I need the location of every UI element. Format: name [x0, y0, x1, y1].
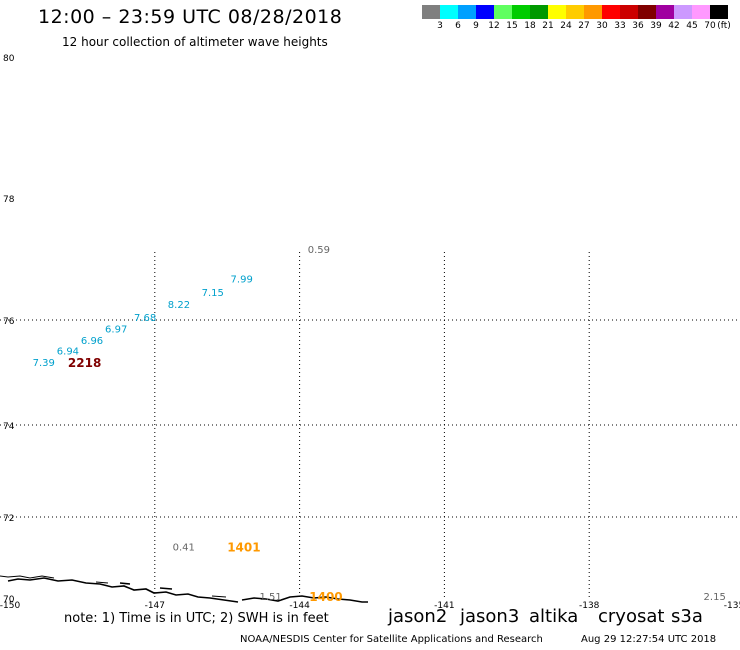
legend-label: 9: [473, 21, 479, 31]
legend-swatch: [656, 5, 674, 19]
swh-value-label: 6.94: [57, 346, 79, 357]
legend-swatch: [494, 5, 512, 19]
swh-value-label: 6.97: [105, 324, 127, 335]
legend-label: 33: [614, 21, 626, 31]
legend-swatch: [440, 5, 458, 19]
coastline: [7, 577, 368, 603]
footer-timestamp: Aug 29 12:27:54 UTC 2018: [581, 634, 717, 645]
swh-value-label: 0.59: [308, 245, 330, 256]
legend-label: 45: [686, 21, 698, 31]
satellite-cryosat: cryosat: [598, 606, 665, 627]
swh-value-label: 0.41: [173, 543, 195, 554]
legend-colorbar: [422, 5, 732, 19]
lat-tick-label: 70: [3, 595, 15, 605]
legend-label: 42: [668, 21, 680, 31]
legend-label: 21: [542, 21, 554, 31]
legend-labels: 3 6 9 12 15 18 21 24 27 30 33 36 39 42 45 70 (ft): [422, 19, 732, 33]
color-legend: 3 6 9 12 15 18 21 24 27 30 33 36 39 42 45 70 (ft): [422, 5, 732, 33]
satellite-jason2: jason2: [388, 606, 448, 627]
legend-swatch: [530, 5, 548, 19]
legend-label: 39: [650, 21, 662, 31]
legend-unit: (ft): [717, 21, 731, 31]
legend-swatch: [692, 5, 710, 19]
swh-value-label: 6.96: [81, 336, 103, 347]
legend-swatch: [674, 5, 692, 19]
legend-label: 36: [632, 21, 644, 31]
legend-swatch: [584, 5, 602, 19]
legend-swatch: [620, 5, 638, 19]
footer-credit: NOAA/NESDIS Center for Satellite Applica…: [240, 634, 543, 645]
satellite-altika: altika: [529, 606, 579, 627]
lon-tick-label: -147: [145, 601, 165, 611]
legend-swatch: [602, 5, 620, 19]
legend-label: 18: [524, 21, 536, 31]
swh-value-label: 8.22: [168, 300, 190, 311]
footer-note: note: 1) Time is in UTC; 2) SWH is in fe…: [64, 611, 329, 626]
legend-label: 6: [455, 21, 461, 31]
satellite-jason3: jason3: [460, 606, 520, 627]
legend-swatch: [566, 5, 584, 19]
pass-time-label: 1400: [309, 590, 342, 604]
legend-swatch: [458, 5, 476, 19]
legend-label: 3: [437, 21, 443, 31]
swh-value-label: 7.39: [33, 358, 55, 369]
lat-tick-label: 80: [3, 54, 15, 64]
legend-label: 24: [560, 21, 572, 31]
coastline-islands: [0, 575, 227, 598]
lat-tick-label: 78: [3, 195, 15, 205]
swh-value-label: 7.99: [231, 275, 253, 286]
lon-tick-label: -144: [289, 601, 310, 611]
lon-tick-label: -141: [434, 601, 454, 611]
lat-tick-label: 76: [3, 317, 15, 327]
legend-label: 12: [488, 21, 500, 31]
swh-value-label: 7.15: [202, 288, 224, 299]
legend-swatch: [710, 5, 728, 19]
legend-swatch: [548, 5, 566, 19]
legend-swatch: [422, 5, 440, 19]
map-subtitle: 12 hour collection of altimeter wave hei…: [62, 35, 328, 49]
lon-tick-label: -150: [0, 601, 20, 611]
lat-tick-label: 74: [3, 422, 15, 432]
lon-tick-label: -138: [579, 601, 600, 611]
map-title: 12:00 – 23:59 UTC 08/28/2018: [38, 6, 343, 28]
swh-value-label: 7.68: [134, 313, 156, 324]
legend-swatch: [512, 5, 530, 19]
swh-value-label: 1.51: [260, 592, 282, 603]
legend-label: 30: [596, 21, 608, 31]
lon-tick-label: -135: [724, 601, 740, 611]
swh-value-label: 2.15: [704, 592, 726, 603]
pass-time-label: 1401: [227, 541, 260, 555]
legend-label: 27: [578, 21, 590, 31]
lat-tick-label: 72: [3, 514, 14, 524]
pass-time-label: 2218: [68, 356, 101, 370]
legend-label: 15: [506, 21, 518, 31]
legend-swatch: [638, 5, 656, 19]
satellite-s3a: s3a: [671, 606, 703, 627]
legend-swatch: [476, 5, 494, 19]
legend-label: 70: [704, 21, 716, 31]
